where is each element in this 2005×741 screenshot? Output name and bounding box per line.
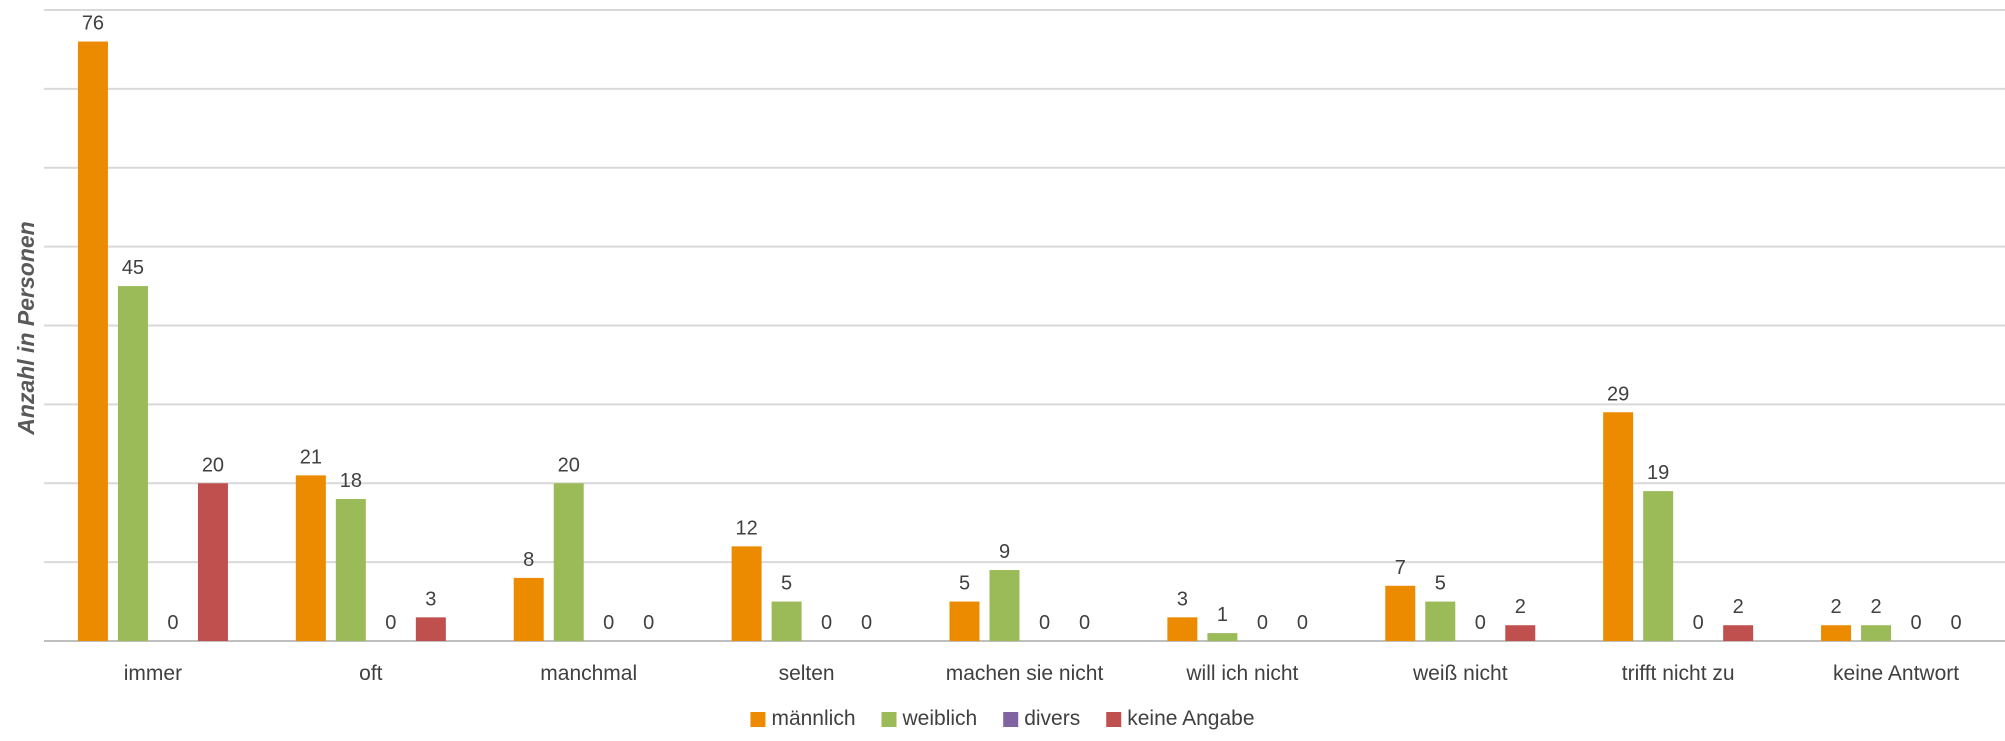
bar-weiblich-4 bbox=[989, 570, 1020, 641]
category-label: manchmal bbox=[540, 662, 637, 685]
bar-männlich-5 bbox=[1167, 617, 1198, 641]
category-label: keine Antwort bbox=[1833, 662, 1959, 685]
legend-item: divers bbox=[1003, 707, 1080, 730]
data-label: 0 bbox=[1257, 612, 1268, 634]
category-label: machen sie nicht bbox=[946, 662, 1104, 685]
bar-keine-Angabe-1 bbox=[415, 617, 446, 641]
bar-keine-Angabe-0 bbox=[197, 483, 228, 641]
bar-männlich-4 bbox=[949, 601, 980, 641]
data-label: 76 bbox=[82, 13, 104, 35]
data-label: 2 bbox=[1733, 596, 1744, 618]
bar-weiblich-3 bbox=[771, 601, 802, 641]
data-label: 0 bbox=[1475, 612, 1486, 634]
category-label: weiß nicht bbox=[1412, 662, 1508, 685]
data-label: 7 bbox=[1395, 557, 1406, 579]
data-label: 12 bbox=[735, 517, 757, 539]
legend-label: keine Angabe bbox=[1127, 707, 1254, 730]
bar-männlich-3 bbox=[731, 546, 762, 641]
bar-weiblich-0 bbox=[117, 286, 148, 641]
bars bbox=[77, 41, 1892, 642]
data-label: 0 bbox=[1079, 612, 1090, 634]
bar-männlich-2 bbox=[513, 577, 544, 641]
data-label: 8 bbox=[523, 549, 534, 571]
data-label: 18 bbox=[340, 470, 362, 492]
bar-weiblich-2 bbox=[553, 483, 584, 641]
bar-weiblich-1 bbox=[335, 499, 366, 641]
bar-weiblich-5 bbox=[1207, 633, 1238, 641]
data-label: 21 bbox=[300, 446, 322, 468]
data-label: 0 bbox=[603, 612, 614, 634]
category-label: selten bbox=[779, 662, 835, 685]
data-label: 45 bbox=[122, 257, 144, 279]
data-label: 3 bbox=[425, 588, 436, 610]
data-label: 0 bbox=[821, 612, 832, 634]
data-label: 0 bbox=[643, 612, 654, 634]
data-label: 9 bbox=[999, 541, 1010, 563]
data-label: 20 bbox=[202, 454, 224, 476]
legend-item: männlich bbox=[750, 707, 856, 730]
gridlines bbox=[44, 9, 2005, 642]
category-label: trifft nicht zu bbox=[1622, 662, 1735, 685]
legend-label: weiblich bbox=[902, 707, 978, 730]
bar-männlich-1 bbox=[295, 475, 326, 641]
legend-label: divers bbox=[1024, 707, 1080, 730]
data-label: 2 bbox=[1830, 596, 1841, 618]
data-label: 0 bbox=[1297, 612, 1308, 634]
legend-item: keine Angabe bbox=[1106, 707, 1255, 730]
bar-weiblich-7 bbox=[1643, 491, 1674, 641]
bar-männlich-6 bbox=[1385, 585, 1416, 641]
data-label: 1 bbox=[1217, 604, 1228, 626]
bar-keine-Angabe-7 bbox=[1723, 625, 1754, 641]
legend-label: männlich bbox=[771, 707, 855, 730]
bar-männlich-8 bbox=[1821, 625, 1852, 641]
legend-swatch bbox=[1106, 712, 1122, 727]
legend-swatch bbox=[881, 712, 897, 727]
legend-swatch bbox=[1003, 712, 1019, 727]
bar-männlich-0 bbox=[77, 41, 108, 642]
bar-weiblich-6 bbox=[1425, 601, 1456, 641]
category-label: will ich nicht bbox=[1185, 662, 1298, 685]
data-label: 0 bbox=[1693, 612, 1704, 634]
data-label: 2 bbox=[1870, 596, 1881, 618]
bar-männlich-7 bbox=[1603, 412, 1634, 641]
data-label: 0 bbox=[1950, 612, 1961, 634]
category-label: immer bbox=[124, 662, 182, 685]
data-label: 2 bbox=[1515, 596, 1526, 618]
data-label: 0 bbox=[1910, 612, 1921, 634]
data-label: 5 bbox=[781, 573, 792, 595]
bar-weiblich-8 bbox=[1861, 625, 1892, 641]
data-label: 19 bbox=[1647, 462, 1669, 484]
legend: männlich weiblich divers keine Angabe bbox=[750, 707, 1255, 730]
data-label: 20 bbox=[558, 454, 580, 476]
data-label: 5 bbox=[959, 573, 970, 595]
data-label: 0 bbox=[167, 612, 178, 634]
data-label: 3 bbox=[1177, 588, 1188, 610]
category-labels: immer oft manchmal selten machen sie nicht wi… bbox=[124, 662, 1959, 685]
legend-swatch bbox=[750, 712, 766, 727]
data-label: 29 bbox=[1607, 383, 1629, 405]
category-label: oft bbox=[359, 662, 383, 685]
data-label: 0 bbox=[861, 612, 872, 634]
y-axis-label: Anzahl in Personen bbox=[13, 221, 39, 435]
legend-item: weiblich bbox=[881, 707, 978, 730]
data-label: 0 bbox=[385, 612, 396, 634]
data-label: 5 bbox=[1435, 573, 1446, 595]
data-label: 0 bbox=[1039, 612, 1050, 634]
bar-keine-Angabe-6 bbox=[1505, 625, 1536, 641]
